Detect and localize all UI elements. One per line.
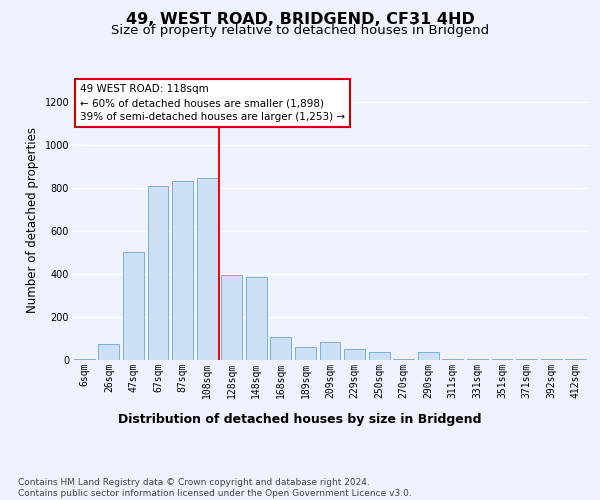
Bar xyxy=(74,359,95,360)
Bar xyxy=(295,347,316,360)
Bar xyxy=(516,359,537,360)
Bar xyxy=(491,359,512,360)
Bar xyxy=(541,359,562,360)
Bar xyxy=(98,344,119,360)
Text: Size of property relative to detached houses in Bridgend: Size of property relative to detached ho… xyxy=(111,24,489,37)
Bar xyxy=(148,186,169,360)
Bar xyxy=(197,178,218,360)
Y-axis label: Number of detached properties: Number of detached properties xyxy=(26,127,39,313)
Text: 49 WEST ROAD: 118sqm
← 60% of detached houses are smaller (1,898)
39% of semi-de: 49 WEST ROAD: 118sqm ← 60% of detached h… xyxy=(80,84,345,122)
Bar xyxy=(221,275,242,360)
Bar xyxy=(368,352,389,360)
Bar xyxy=(271,338,292,360)
Bar xyxy=(172,181,193,360)
Text: Distribution of detached houses by size in Bridgend: Distribution of detached houses by size … xyxy=(118,412,482,426)
Bar xyxy=(246,277,267,360)
Bar xyxy=(442,359,463,360)
Bar xyxy=(320,342,340,360)
Text: 49, WEST ROAD, BRIDGEND, CF31 4HD: 49, WEST ROAD, BRIDGEND, CF31 4HD xyxy=(125,12,475,28)
Bar xyxy=(393,359,414,360)
Bar xyxy=(344,349,365,360)
Text: Contains HM Land Registry data © Crown copyright and database right 2024.
Contai: Contains HM Land Registry data © Crown c… xyxy=(18,478,412,498)
Bar xyxy=(418,352,439,360)
Bar xyxy=(123,252,144,360)
Bar xyxy=(565,359,586,360)
Bar xyxy=(467,359,488,360)
